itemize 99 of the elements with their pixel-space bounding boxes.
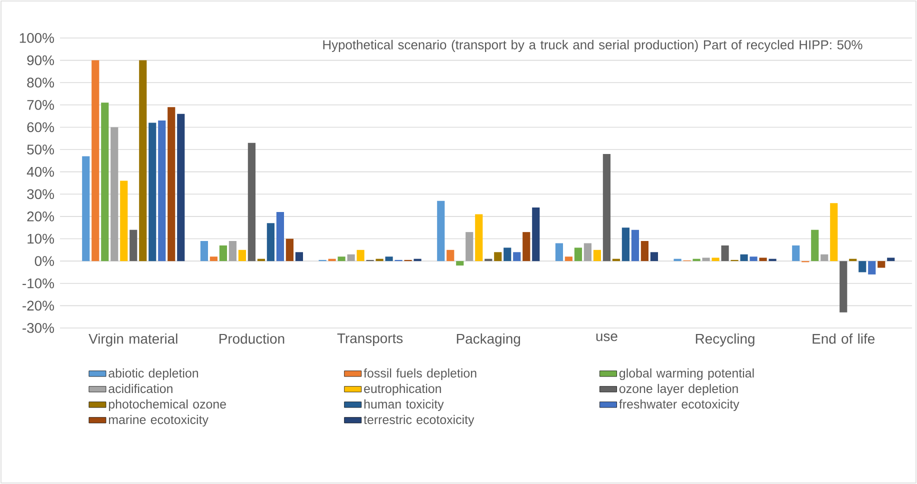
legend-label: eutrophication (364, 384, 441, 396)
legend-label: human toxicity (364, 399, 444, 412)
x-tick-label: Virgin material (88, 334, 178, 347)
x-tick-label: End of life (812, 334, 875, 344)
legend-label: freshwater ecotoxicity (619, 399, 740, 412)
bar (158, 120, 166, 262)
y-tick-label: 90% (27, 55, 54, 66)
x-tick-label: Production (220, 334, 284, 344)
y-tick-label: -30% (22, 323, 54, 333)
y-tick-label: 70% (27, 100, 54, 110)
bar (475, 214, 483, 262)
bar (328, 258, 336, 262)
x-tick-label: Recycling (696, 334, 754, 347)
bar (768, 258, 776, 262)
bar (631, 230, 640, 262)
bar (168, 107, 176, 262)
bar (177, 114, 185, 262)
y-tick-label: 0% (34, 256, 54, 266)
bar (504, 248, 512, 262)
bar (555, 243, 564, 262)
bar (228, 240, 237, 262)
y-tick-label: 80% (27, 78, 54, 88)
bar (522, 232, 530, 262)
bar (437, 200, 445, 262)
bar (840, 261, 848, 312)
bar (466, 232, 474, 262)
bar (347, 254, 355, 262)
y-tick-label: 60% (27, 122, 54, 132)
bar (650, 252, 658, 262)
bar (120, 180, 128, 262)
bar (356, 250, 364, 262)
bar (792, 245, 800, 262)
bar (759, 258, 767, 262)
y-tick-label: 30% (27, 189, 54, 200)
bar (210, 256, 218, 262)
y-tick-label: -20% (22, 300, 54, 311)
bar (830, 203, 838, 262)
x-tick-label: Transports (337, 334, 403, 346)
bar (820, 254, 828, 262)
bar (456, 261, 464, 266)
y-tick-label: 10% (28, 234, 54, 244)
bar (338, 256, 346, 262)
legend-label: acidification (108, 384, 172, 394)
bar (139, 60, 147, 262)
bar (878, 261, 886, 268)
bar (564, 256, 573, 262)
bar (574, 248, 582, 262)
bar (286, 238, 294, 262)
bar (532, 208, 540, 262)
bar (200, 240, 208, 262)
bar (513, 252, 521, 262)
bar (385, 256, 393, 262)
chart-title: Hypothetical scenario (transport by a truck and serial production) Part of recycled HIPP: 50% (323, 40, 862, 52)
bar (92, 60, 100, 262)
bar (750, 256, 758, 262)
bar (248, 142, 256, 262)
bar (414, 258, 422, 262)
bar (593, 250, 602, 262)
bar (858, 261, 866, 272)
bar (446, 250, 454, 262)
x-tick-label: Packaging (456, 334, 520, 347)
bar (110, 127, 118, 262)
bar (276, 212, 284, 262)
bar (219, 245, 228, 262)
legend-label: photochemical ozone (108, 399, 226, 412)
bar (674, 258, 682, 262)
bar (266, 223, 275, 262)
bar (811, 230, 819, 262)
bar (295, 252, 304, 262)
x-tick-label: use (596, 333, 618, 342)
y-tick-label: 20% (27, 212, 54, 222)
legend-label: abiotic depletion (108, 368, 198, 380)
legend-label: marine ecotoxicity (108, 414, 208, 427)
bar (712, 258, 720, 262)
legend-label: ozone layer depletion (619, 384, 738, 396)
bar (887, 258, 895, 262)
bar (148, 122, 156, 262)
bar (622, 228, 630, 262)
legend-label: global warming potential (619, 368, 754, 380)
bar (702, 258, 710, 262)
bar (692, 258, 700, 262)
bar (740, 254, 748, 262)
bar (494, 252, 502, 262)
legend-label: fossil fuels depletion (364, 368, 476, 380)
y-tick-label: -10% (22, 278, 54, 288)
bar (376, 258, 384, 262)
bar (82, 156, 90, 262)
bar (640, 240, 649, 262)
bar (584, 243, 592, 262)
y-tick-label: 40% (26, 166, 54, 177)
y-tick-label: 50% (27, 144, 54, 154)
bar (130, 230, 138, 262)
bar (101, 102, 109, 262)
bar (868, 261, 876, 274)
bar (238, 250, 246, 262)
bar (602, 154, 611, 262)
y-tick-label: 100% (20, 33, 54, 43)
bar (721, 245, 729, 262)
legend-label: terrestric ecotoxicity (364, 414, 474, 427)
